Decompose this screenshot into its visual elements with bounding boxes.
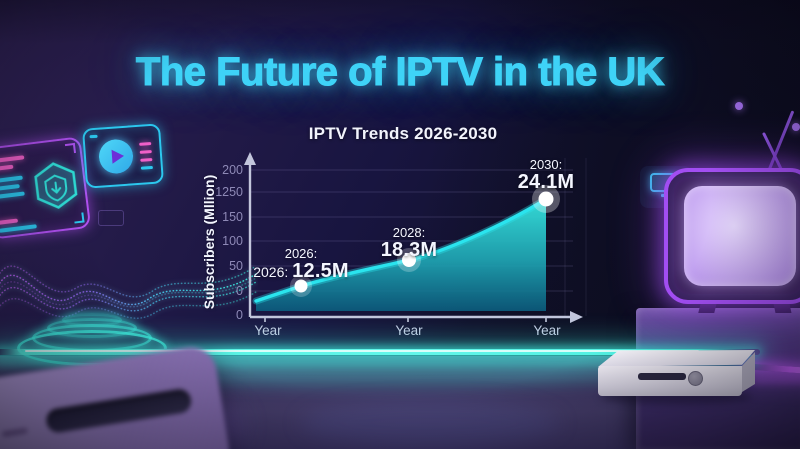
card-line (0, 183, 20, 191)
x-tick: Year (395, 323, 423, 338)
device-notch (1, 427, 29, 438)
tv-screen (684, 186, 796, 286)
page-title: The Future of IPTV in the UK (135, 49, 665, 94)
card-line (140, 165, 153, 170)
faint-rect-decor (98, 210, 124, 226)
card-line (0, 224, 37, 233)
card-line (0, 191, 25, 199)
play-triangle (111, 148, 125, 164)
device-vent (44, 387, 193, 435)
neon-id-card (0, 136, 92, 240)
play-icon (97, 138, 135, 175)
y-tick: 150 (222, 210, 243, 224)
y-tick: 1250 (215, 185, 243, 199)
x-tick-labels: Year Year Year (254, 323, 561, 338)
y-tick-labels: 200 1250 150 100 50 0 0 (215, 163, 243, 322)
antenna-tip (735, 102, 743, 110)
x-axis-arrow (570, 311, 583, 323)
purple-line-reflection (752, 376, 800, 384)
set-top-box-slot (638, 373, 686, 380)
card-line (0, 218, 19, 225)
corner-bracket (73, 212, 85, 224)
card-line (0, 175, 23, 183)
set-top-box-knob (688, 371, 703, 386)
card-line (139, 149, 152, 154)
callout-value: 12.5M (292, 260, 349, 282)
callout-2026: 2026: 2026: 12.5M (241, 246, 361, 283)
card-line (0, 155, 25, 164)
callout-year: 2030: (529, 157, 563, 172)
set-top-box (598, 366, 742, 396)
card-line (0, 164, 14, 171)
y-axis-arrow (244, 152, 256, 165)
corner-bracket (64, 142, 77, 155)
antenna-tip (792, 123, 800, 131)
x-tick: Year (533, 323, 561, 338)
y-tick: 0 (236, 308, 243, 322)
y-tick: 100 (222, 234, 243, 248)
callout-year: 2026: (284, 246, 318, 261)
callout-2028: 2028: 18.3M (349, 225, 469, 262)
callout-2030: 2030: 24.1M (486, 157, 606, 194)
y-tick: 200 (222, 163, 243, 177)
card-line (89, 134, 98, 138)
callout-prefix: 2026: (253, 264, 293, 280)
card-line (139, 142, 152, 146)
callout-value: 18.3M (380, 239, 438, 261)
x-tick: Year (254, 323, 282, 338)
floor-blue-reflection (300, 400, 560, 446)
set-top-box-top (598, 350, 755, 367)
callout-value: 24.1M (517, 171, 575, 193)
card-line (140, 157, 153, 162)
shield-hexagon-icon (34, 162, 78, 209)
y-tick: 0 (236, 284, 243, 298)
iptv-trend-chart: IPTV Trends 2026-2030 Subscribers (Mllio… (193, 116, 613, 356)
callout-year: 2028: (392, 225, 426, 240)
neon-player-card (82, 123, 164, 189)
